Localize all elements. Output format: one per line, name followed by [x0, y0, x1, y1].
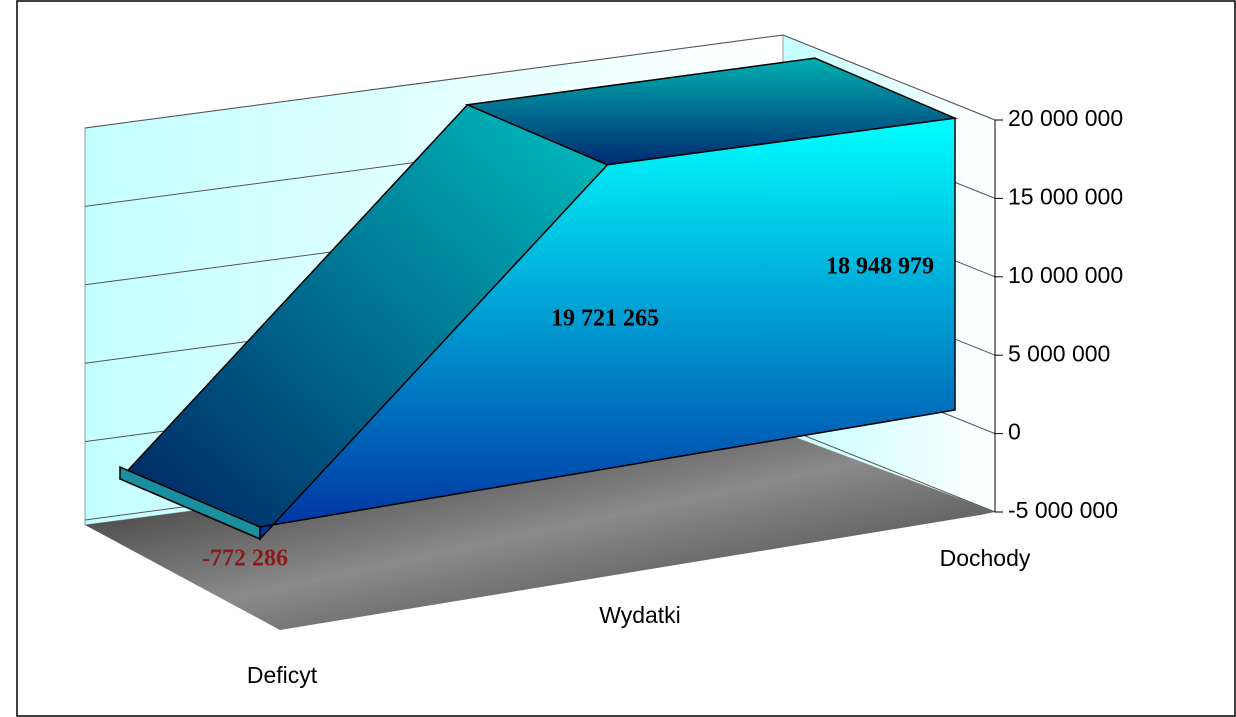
value-label: 18 948 979	[826, 254, 934, 280]
y-tick-label: -5 000 000	[1008, 497, 1118, 523]
area	[259, 117, 956, 541]
x-tick-label: Deficyt	[247, 662, 318, 688]
y-tick-label: 5 000 000	[1008, 340, 1110, 366]
y-tick-label: 10 000 000	[1008, 262, 1123, 288]
y-tick-label: 20 000 000	[1008, 105, 1123, 131]
value-label: 19 721 265	[551, 306, 659, 332]
y-tick-label: 0	[1008, 419, 1021, 445]
y-tick-label: 15 000 000	[1008, 183, 1123, 209]
grid-line	[84, 34, 996, 129]
value-label: -772 286	[202, 546, 288, 572]
frame	[16, 0, 1236, 717]
x-tick-label: Dochody	[940, 545, 1031, 571]
floor	[85, 433, 995, 630]
x-tick-label: Wydatki	[599, 602, 681, 628]
